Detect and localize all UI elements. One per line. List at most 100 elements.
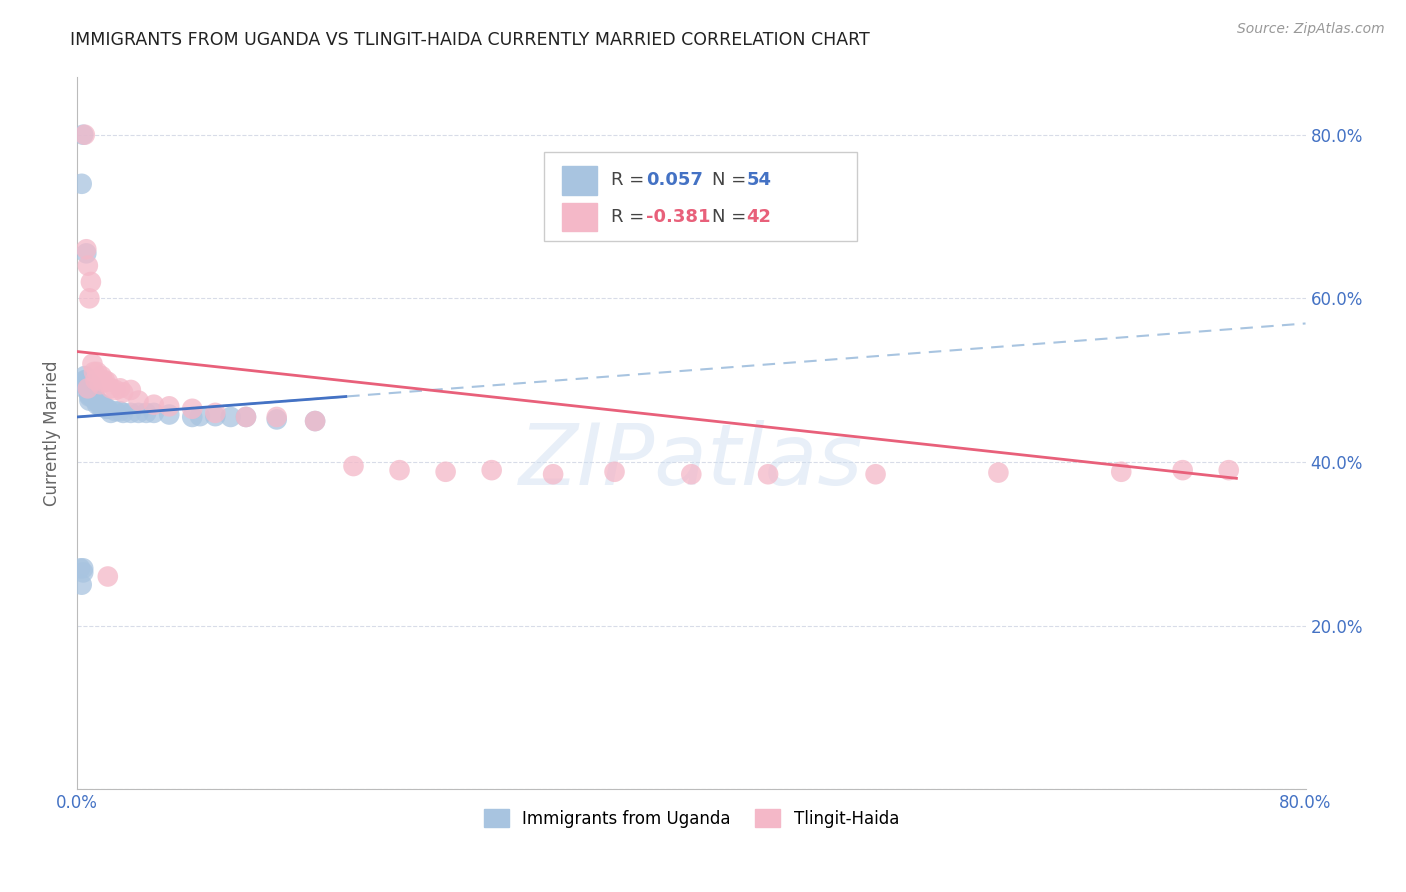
Point xyxy=(104,383,127,397)
Point xyxy=(1109,465,1132,479)
Point xyxy=(75,377,97,392)
Point xyxy=(72,128,94,142)
Point xyxy=(69,561,91,575)
Point xyxy=(72,566,94,580)
Point xyxy=(80,381,103,395)
Point xyxy=(219,409,242,424)
Point xyxy=(75,242,97,256)
Point xyxy=(89,396,111,410)
Text: IMMIGRANTS FROM UGANDA VS TLINGIT-HAIDA CURRENTLY MARRIED CORRELATION CHART: IMMIGRANTS FROM UGANDA VS TLINGIT-HAIDA … xyxy=(70,31,870,49)
Point xyxy=(434,465,457,479)
Point xyxy=(90,369,112,384)
Point xyxy=(481,463,503,477)
Point xyxy=(76,381,98,395)
Point xyxy=(112,385,135,400)
Point xyxy=(76,377,98,392)
Point xyxy=(128,393,150,408)
Point xyxy=(93,373,115,387)
Point xyxy=(84,391,107,405)
Point xyxy=(80,275,103,289)
Point xyxy=(82,390,104,404)
Point xyxy=(79,388,101,402)
Point xyxy=(73,128,96,142)
Point xyxy=(1218,463,1240,477)
Point xyxy=(100,406,122,420)
Point xyxy=(89,377,111,392)
Point xyxy=(76,375,98,389)
Text: -0.381: -0.381 xyxy=(645,208,710,227)
Point xyxy=(266,412,288,426)
Text: N =: N = xyxy=(713,208,752,227)
Point xyxy=(157,400,180,414)
Point xyxy=(865,467,887,482)
Point xyxy=(79,385,101,400)
Point xyxy=(181,401,204,416)
Point xyxy=(73,377,96,392)
Text: 0.057: 0.057 xyxy=(645,171,703,189)
Point xyxy=(1171,463,1194,477)
Point xyxy=(75,383,97,397)
Point xyxy=(83,388,105,402)
Text: 42: 42 xyxy=(747,208,772,227)
Point xyxy=(79,291,101,305)
Text: Source: ZipAtlas.com: Source: ZipAtlas.com xyxy=(1237,22,1385,37)
Point xyxy=(756,467,779,482)
Point xyxy=(79,393,101,408)
Point xyxy=(104,404,127,418)
Point xyxy=(235,409,257,424)
Point xyxy=(541,467,564,482)
Point xyxy=(388,463,411,477)
Point xyxy=(97,401,120,416)
Point xyxy=(70,177,93,191)
Text: N =: N = xyxy=(713,171,752,189)
Point xyxy=(93,400,115,414)
Point xyxy=(80,377,103,392)
Point xyxy=(76,259,98,273)
Point xyxy=(342,458,364,473)
Point xyxy=(304,414,326,428)
Point xyxy=(681,467,703,482)
Point xyxy=(108,381,131,395)
Bar xyxy=(562,166,596,194)
Point xyxy=(91,400,114,414)
Point xyxy=(90,400,112,414)
Point xyxy=(108,404,131,418)
Point xyxy=(204,406,226,420)
Point xyxy=(89,400,111,414)
Point xyxy=(142,398,165,412)
Point xyxy=(75,246,97,260)
Point xyxy=(112,406,135,420)
Y-axis label: Currently Married: Currently Married xyxy=(44,360,60,506)
Point xyxy=(82,388,104,402)
Point xyxy=(83,365,105,379)
Text: R =: R = xyxy=(612,208,651,227)
Point xyxy=(91,375,114,389)
Point xyxy=(235,409,257,424)
Point xyxy=(84,373,107,387)
Point xyxy=(73,373,96,387)
Point xyxy=(87,396,110,410)
Point xyxy=(73,369,96,384)
Point xyxy=(86,393,108,408)
Point xyxy=(188,409,211,424)
Point xyxy=(120,383,142,397)
Point xyxy=(181,409,204,424)
Legend: Immigrants from Uganda, Tlingit-Haida: Immigrants from Uganda, Tlingit-Haida xyxy=(477,803,905,834)
Point xyxy=(82,383,104,397)
Point xyxy=(83,391,105,405)
Point xyxy=(987,466,1010,480)
Point xyxy=(142,406,165,420)
Point xyxy=(304,414,326,428)
Point xyxy=(86,365,108,379)
Point xyxy=(70,577,93,591)
Text: 54: 54 xyxy=(747,171,772,189)
Point xyxy=(72,561,94,575)
Point xyxy=(603,465,626,479)
Point xyxy=(97,375,120,389)
Point xyxy=(97,569,120,583)
FancyBboxPatch shape xyxy=(544,153,858,241)
Point xyxy=(76,381,98,395)
Text: ZIPatlas: ZIPatlas xyxy=(519,420,863,503)
Point xyxy=(79,390,101,404)
Point xyxy=(75,373,97,387)
